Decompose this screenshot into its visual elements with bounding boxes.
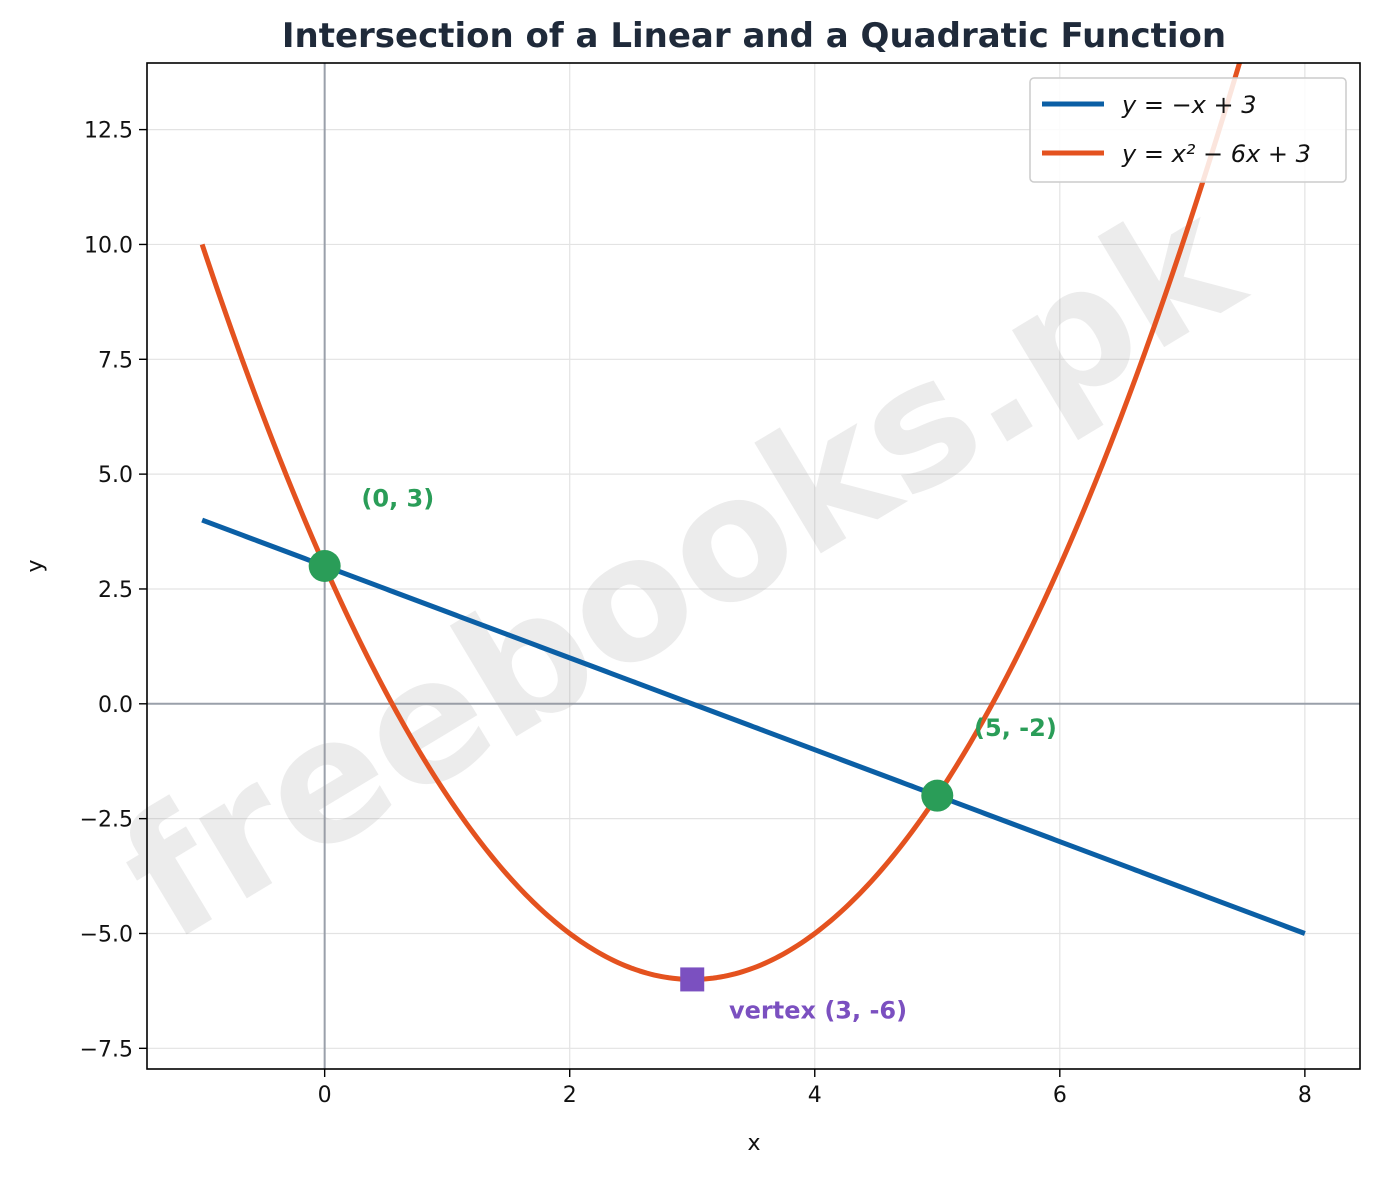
x-tick-label: 2 (563, 1083, 577, 1108)
legend: y = −x + 3 y = x² − 6x + 3 (1029, 77, 1347, 183)
plot-frame (146, 62, 1361, 1070)
point-label: (0, 3) (361, 484, 434, 512)
intersection-point-marker (308, 550, 341, 582)
intersection-point-marker (921, 779, 954, 812)
legend-entry-quadratic: y = x² − 6x + 3 (1121, 140, 1311, 168)
chart-title: Intersection of a Linear and a Quadratic… (282, 16, 1226, 56)
y-axis-label: y (23, 559, 48, 572)
point-label: vertex (3, -6) (729, 996, 907, 1024)
points-layer: (0, 3) (5, -2) vertex (3, -6) (308, 484, 1057, 1024)
y-tick-label: 0.0 (98, 693, 133, 718)
x-axis-label: x (747, 1131, 760, 1156)
y-tick-label: −7.5 (80, 1037, 133, 1062)
x-tick-label: 8 (1298, 1083, 1312, 1108)
y-tick-label: 7.5 (98, 348, 133, 373)
series-line-1 (199, 63, 1243, 982)
x-tick-label: 0 (318, 1083, 332, 1108)
axis-ticks: 0 2 4 6 8 −7.5 −5.0 −2.5 0.0 2.5 5.0 7.5 10.0 12.5 (80, 119, 1312, 1108)
y-tick-label: 2.5 (98, 578, 133, 603)
series-layer (199, 63, 1306, 982)
legend-box (1029, 77, 1347, 183)
point-label: (5, -2) (974, 714, 1057, 742)
series-line-0 (201, 517, 1306, 936)
x-tick-label: 4 (808, 1083, 822, 1108)
vertex-marker (680, 967, 705, 992)
y-tick-label: −5.0 (80, 922, 133, 947)
y-tick-label: 5.0 (98, 463, 133, 488)
y-tick-label: 12.5 (84, 119, 133, 144)
legend-entry-linear: y = −x + 3 (1121, 91, 1257, 119)
y-tick-label: −2.5 (80, 808, 133, 833)
x-tick-label: 6 (1053, 1083, 1067, 1108)
y-tick-label: 10.0 (84, 233, 133, 258)
